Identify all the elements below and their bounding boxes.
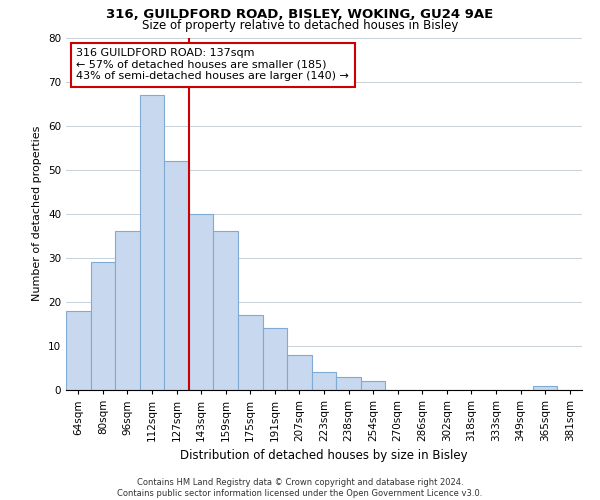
Bar bbox=[140, 95, 164, 390]
Text: 316 GUILDFORD ROAD: 137sqm
← 57% of detached houses are smaller (185)
43% of sem: 316 GUILDFORD ROAD: 137sqm ← 57% of deta… bbox=[76, 48, 349, 82]
Y-axis label: Number of detached properties: Number of detached properties bbox=[32, 126, 43, 302]
Bar bbox=[115, 232, 140, 390]
Bar bbox=[361, 381, 385, 390]
Bar bbox=[91, 262, 115, 390]
Text: Contains HM Land Registry data © Crown copyright and database right 2024.
Contai: Contains HM Land Registry data © Crown c… bbox=[118, 478, 482, 498]
Text: Size of property relative to detached houses in Bisley: Size of property relative to detached ho… bbox=[142, 18, 458, 32]
Bar bbox=[164, 161, 189, 390]
X-axis label: Distribution of detached houses by size in Bisley: Distribution of detached houses by size … bbox=[180, 450, 468, 462]
Bar bbox=[214, 232, 238, 390]
Text: 316, GUILDFORD ROAD, BISLEY, WOKING, GU24 9AE: 316, GUILDFORD ROAD, BISLEY, WOKING, GU2… bbox=[106, 8, 494, 20]
Bar bbox=[533, 386, 557, 390]
Bar bbox=[263, 328, 287, 390]
Bar bbox=[66, 310, 91, 390]
Bar bbox=[287, 355, 312, 390]
Bar bbox=[336, 377, 361, 390]
Bar bbox=[189, 214, 214, 390]
Bar bbox=[238, 315, 263, 390]
Bar bbox=[312, 372, 336, 390]
